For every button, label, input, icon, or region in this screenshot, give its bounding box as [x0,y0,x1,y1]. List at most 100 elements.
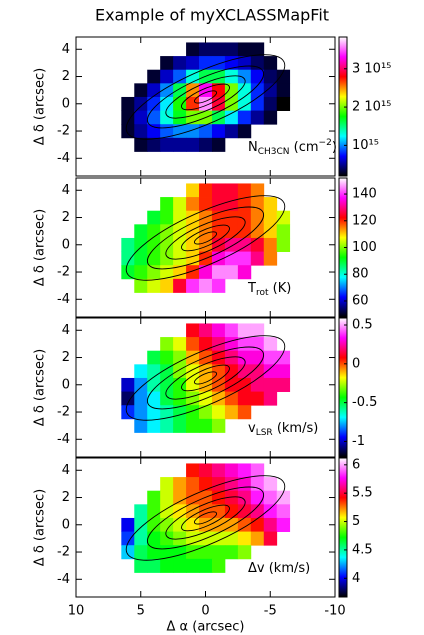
map-cell [250,110,265,125]
map-cell [160,278,174,293]
map-cell [211,463,226,478]
map-cell [199,418,213,433]
map-cell [134,265,148,280]
y-tick-label: 2 [62,490,70,505]
map-cell [199,278,213,293]
map-cell [173,137,187,152]
map-cell [211,337,226,352]
map-cell [199,56,213,71]
map-cell [211,56,226,71]
map-cell [186,83,200,98]
map-cell [224,337,239,352]
map-cell [224,364,239,379]
map-cell [186,265,200,280]
map-cell [211,265,226,280]
map-cell [199,517,213,532]
quantity-label-part: (K) [269,281,292,296]
y-tick-label: 2 [62,350,70,365]
map-cell [121,96,135,111]
y-tick-label: -2 [57,124,70,139]
map-cell [250,490,265,505]
map-cell [199,463,213,478]
map-cell [250,477,265,492]
map-cell [250,350,265,365]
map-cell [160,210,174,225]
y-tick-label: 0 [62,517,70,532]
map-cell [199,42,213,57]
map-cell [173,96,187,111]
map-cell [147,350,161,365]
map-cell [211,124,226,139]
map-cell [224,237,239,252]
map-cell [160,224,174,239]
map-cell [160,96,174,111]
y-tick-label: -4 [57,572,70,587]
map-cell [211,545,226,560]
map-cell [276,237,291,252]
map-cell [224,545,239,560]
map-cell [250,183,265,198]
map-cell [237,183,252,198]
map-cell [250,391,265,406]
map-cell [160,197,174,212]
map-cell [147,364,161,379]
map-cell [263,517,278,532]
map-cell [237,405,252,420]
map-cell [160,364,174,379]
map-cell [224,69,239,84]
map-cell [199,405,213,420]
map-cell [160,350,174,365]
map-cell [250,42,265,57]
map-cell [173,210,187,225]
map-cell [173,337,187,352]
map-cell [134,405,148,420]
map-cell [121,517,135,532]
colorbar-tick-label: 60 [352,293,369,308]
map-cell [211,558,226,573]
map-cell [237,110,252,125]
map-cell [263,210,278,225]
map-cell [186,323,200,338]
quantity-label: Trot (K) [247,281,291,298]
map-cell [173,278,187,293]
map-cell [211,405,226,420]
map-cell [186,124,200,139]
map-cell [199,377,213,392]
quantity-label-part: LSR [256,428,273,438]
map-cell [250,224,265,239]
map-cell [276,224,291,239]
map-cell [147,83,161,98]
map-cell [173,56,187,71]
y-tick-label: 4 [62,183,70,198]
map-panel [121,42,291,152]
map-cell [199,137,213,152]
colorbar [339,37,347,176]
map-cell [147,418,161,433]
map-cell [134,251,148,266]
map-cell [224,350,239,365]
map-cell [160,137,174,152]
map-cell [160,251,174,266]
map-cell [250,237,265,252]
map-cell [263,477,278,492]
map-cell [237,124,252,139]
colorbar [339,458,347,597]
map-cell [250,517,265,532]
map-cell [147,405,161,420]
map-cell [211,350,226,365]
map-cell [211,278,226,293]
quantity-label: vLSR (km/s) [248,421,318,438]
map-cell [211,210,226,225]
map-cell [186,42,200,57]
y-tick-label: -4 [57,292,70,307]
map-cell [147,545,161,560]
map-cell [186,418,200,433]
colorbar-frame [338,317,348,458]
map-cell [211,224,226,239]
map-cell [147,224,161,239]
map-cell [199,323,213,338]
y-axis-label: Δ δ (arcsec) [33,349,48,426]
colorbar-tick-label: -1 [352,434,365,449]
map-cell [147,558,161,573]
map-cell [186,56,200,71]
